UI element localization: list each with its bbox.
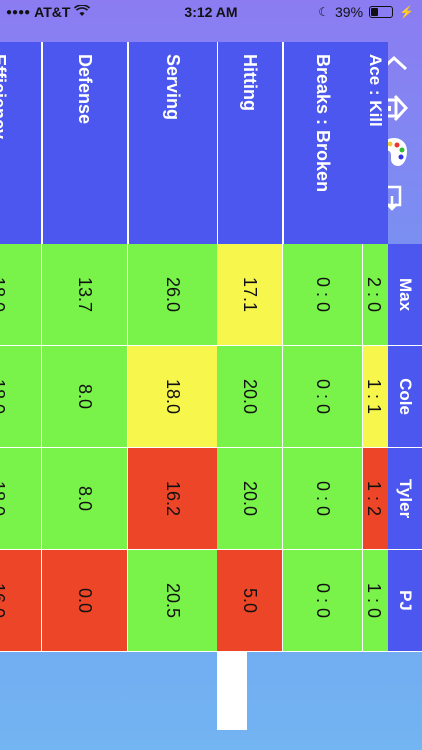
score-cell: 20.5 [127,550,217,652]
palette-icon [374,135,411,169]
status-right: ☾ 39% ⚡ [318,4,414,20]
signal-icon: ●●●● [6,6,31,18]
battery-icon [369,6,394,18]
score-cell: 16.2 [127,448,217,550]
row-label-efficiency: Efficiency [0,42,41,244]
score-cell: 0 : 0 [282,244,362,346]
score-cell: 13.7 [41,244,127,346]
player-header-pj: PJ [388,550,422,652]
row-label-serving: Serving [127,42,217,244]
partial-row-label: Ace : Kill [362,42,388,244]
score-cell: 17.1 [216,244,282,346]
score-cell: 26.0 [127,244,217,346]
row-label-breaks-broken: Breaks : Broken [282,42,362,244]
score-cell: 0.0 [41,550,127,652]
score-cell: 20.0 [216,448,282,550]
score-cell: 8.0 [41,448,127,550]
status-bar: ●●●● AT&T 3:12 AM ☾ 39% ⚡ [0,0,422,24]
palette-button[interactable] [372,134,412,170]
carrier-label: AT&T [34,4,71,20]
player-header-max: Max [388,244,422,346]
score-cell: 16.0 [0,550,41,652]
score-cell: 18.0 [127,346,217,448]
partial-cell: 1 : 2 [362,448,388,550]
partial-cell: 1 : 1 [362,346,388,448]
score-cell: 0 : 0 [282,346,362,448]
row-label-hitting: Hitting [216,42,282,244]
row-label-defense: Defense [41,42,127,244]
score-cell: 20.0 [216,346,282,448]
score-cell: 0 : 0 [282,448,362,550]
player-header-cole: Cole [388,346,422,448]
battery-percent: 39% [335,4,364,20]
score-cell: 0 : 0 [282,550,362,652]
score-cell: 18.0 [0,448,41,550]
moon-icon: ☾ [318,5,330,19]
charging-icon: ⚡ [399,5,414,19]
score-cell: 8.0 [41,346,127,448]
status-left: ●●●● AT&T [6,4,91,20]
status-time: 3:12 AM [184,4,238,20]
player-header-tyler: Tyler [388,448,422,550]
score-cell: 5.0 [216,550,282,652]
score-cell: 18.0 [0,346,41,448]
score-cell: 18.0 [0,244,41,346]
partial-cell: 2 : 0 [362,244,388,346]
partial-cell: 1 : 0 [362,550,388,652]
wifi-icon [74,4,91,20]
